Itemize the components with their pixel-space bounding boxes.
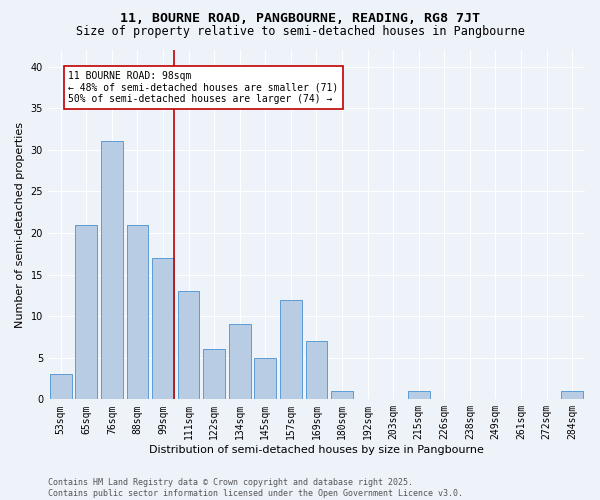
Text: Size of property relative to semi-detached houses in Pangbourne: Size of property relative to semi-detach… bbox=[76, 25, 524, 38]
Bar bbox=[562, 391, 583, 400]
Bar bbox=[101, 142, 123, 400]
Y-axis label: Number of semi-detached properties: Number of semi-detached properties bbox=[15, 122, 25, 328]
Text: 11, BOURNE ROAD, PANGBOURNE, READING, RG8 7JT: 11, BOURNE ROAD, PANGBOURNE, READING, RG… bbox=[120, 12, 480, 26]
Bar bbox=[50, 374, 71, 400]
Text: Contains HM Land Registry data © Crown copyright and database right 2025.
Contai: Contains HM Land Registry data © Crown c… bbox=[48, 478, 463, 498]
Bar bbox=[408, 391, 430, 400]
Text: 11 BOURNE ROAD: 98sqm
← 48% of semi-detached houses are smaller (71)
50% of semi: 11 BOURNE ROAD: 98sqm ← 48% of semi-deta… bbox=[68, 71, 338, 104]
Bar bbox=[254, 358, 276, 400]
Bar bbox=[76, 224, 97, 400]
Bar bbox=[331, 391, 353, 400]
Bar bbox=[203, 350, 225, 400]
Bar bbox=[127, 224, 148, 400]
Bar bbox=[152, 258, 174, 400]
X-axis label: Distribution of semi-detached houses by size in Pangbourne: Distribution of semi-detached houses by … bbox=[149, 445, 484, 455]
Bar bbox=[229, 324, 251, 400]
Bar bbox=[280, 300, 302, 400]
Bar bbox=[178, 291, 199, 400]
Bar bbox=[305, 341, 328, 400]
